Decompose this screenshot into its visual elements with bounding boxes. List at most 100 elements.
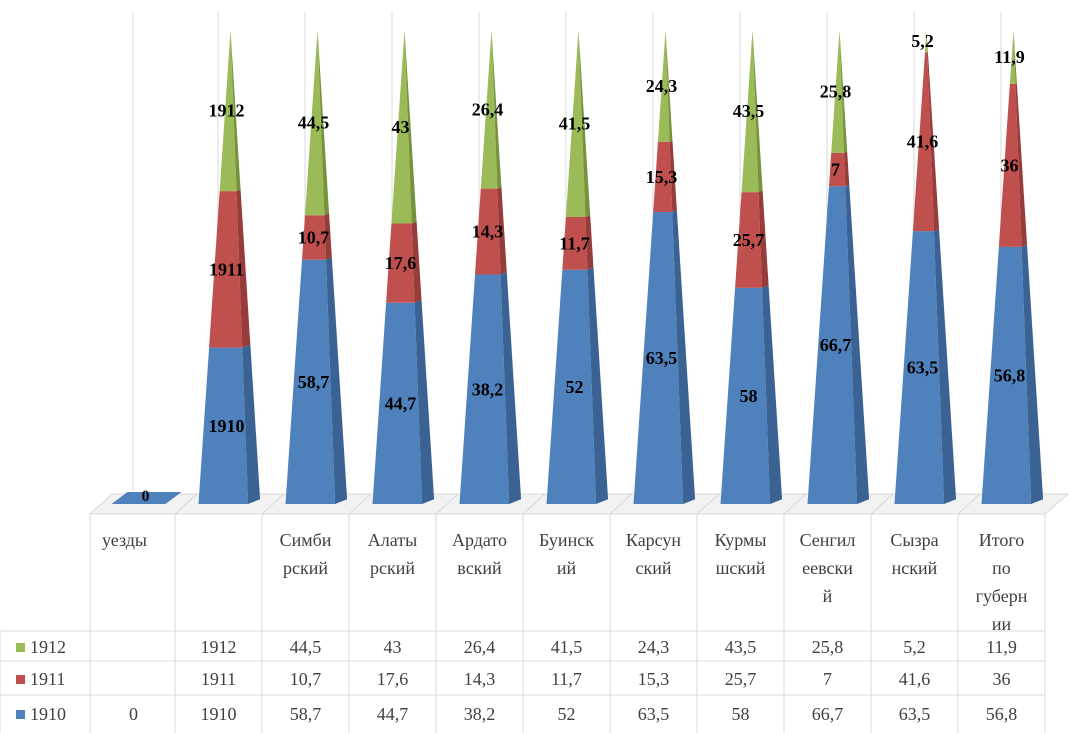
bar-side-1912-4 bbox=[491, 30, 502, 189]
bar-side-1910-7 bbox=[762, 285, 783, 504]
bar-1912-10 bbox=[1009, 30, 1016, 84]
data-label-1911-8: 7 bbox=[831, 160, 840, 180]
floor-divider bbox=[348, 493, 372, 515]
data-table-grid bbox=[0, 513, 1046, 733]
bar-side-1911-4 bbox=[497, 186, 507, 275]
bar-1911-5 bbox=[562, 216, 588, 270]
floor-divider bbox=[261, 493, 285, 515]
data-label-1912-5: 41,5 bbox=[559, 113, 591, 133]
bar-side-1912-6 bbox=[665, 30, 673, 142]
data-label-1911-10: 36 bbox=[1001, 155, 1019, 175]
bar-1911-9 bbox=[912, 52, 934, 232]
bar-side-1910-4 bbox=[500, 272, 522, 504]
bar-1910-10 bbox=[981, 246, 1032, 504]
data-label-1911-2: 10,7 bbox=[298, 227, 330, 247]
data-label-1912-7: 43,5 bbox=[733, 101, 765, 121]
bar-side-1910-1 bbox=[242, 344, 261, 504]
floor-divider bbox=[783, 493, 807, 515]
bar-1911-1 bbox=[209, 191, 243, 348]
data-label-1911-1: 1911 bbox=[209, 259, 244, 279]
bar-1912-8 bbox=[831, 30, 845, 153]
bar-1911-6 bbox=[653, 141, 673, 213]
data-label-1910-0: 0 bbox=[142, 488, 150, 505]
data-label-1910-6: 63,5 bbox=[646, 348, 678, 368]
bar-1912-2 bbox=[304, 30, 325, 216]
bar-side-1910-10 bbox=[1021, 244, 1044, 504]
pyramid-bars bbox=[111, 30, 1044, 505]
bar-side-1911-7 bbox=[758, 190, 769, 288]
data-label-1910-3: 44,7 bbox=[385, 393, 417, 413]
bar-side-1911-1 bbox=[236, 189, 251, 348]
data-label-1912-8: 25,8 bbox=[820, 81, 852, 101]
data-label-1910-4: 38,2 bbox=[472, 379, 504, 399]
data-label-1911-6: 15,3 bbox=[646, 167, 678, 187]
data-label-1910-7: 58 bbox=[740, 386, 758, 406]
data-label-1911-3: 17,6 bbox=[385, 253, 417, 273]
bar-side-1910-8 bbox=[845, 184, 870, 504]
bar-1912-4 bbox=[480, 30, 498, 189]
bar-1910-4 bbox=[459, 274, 510, 504]
bar-side-1910-3 bbox=[414, 300, 435, 504]
bar-1910-1 bbox=[198, 347, 249, 504]
data-label-1910-8: 66,7 bbox=[820, 335, 852, 355]
bar-1910-5 bbox=[546, 269, 597, 504]
data-label-1910-10: 56,8 bbox=[994, 365, 1026, 385]
bar-1910-7 bbox=[720, 287, 771, 504]
bar-side-1911-10 bbox=[1015, 83, 1028, 247]
floor-divider bbox=[957, 493, 981, 515]
bar-1911-7 bbox=[735, 192, 763, 288]
floor-divider bbox=[609, 493, 633, 515]
floor-divider bbox=[522, 493, 546, 515]
data-label-1911-5: 11,7 bbox=[559, 233, 590, 253]
floor-divider bbox=[696, 493, 720, 515]
data-label-1912-1: 1912 bbox=[209, 101, 245, 121]
bar-1911-10 bbox=[998, 83, 1022, 247]
bar-1912-7 bbox=[741, 30, 759, 193]
bar-1910-6 bbox=[633, 212, 684, 505]
bar-1910-9 bbox=[894, 231, 945, 505]
bar-side-1912-10 bbox=[1013, 30, 1017, 84]
floor-divider bbox=[870, 493, 894, 515]
bar-side-1911-8 bbox=[844, 151, 850, 187]
bar-side-1910-9 bbox=[933, 229, 957, 504]
data-label-1911-7: 25,7 bbox=[733, 230, 765, 250]
data-label-1912-6: 24,3 bbox=[646, 76, 678, 96]
bar-1912-3 bbox=[391, 30, 412, 224]
data-label-1911-9: 41,6 bbox=[907, 132, 939, 152]
bar-side-1912-9 bbox=[926, 30, 928, 53]
data-labels: 0 1910 1911 1912 58,7 10,7 44,5 44,7 17,6 43 38,2 1… bbox=[142, 31, 1026, 505]
data-label-1910-9: 63,5 bbox=[907, 358, 939, 378]
bar-1912-9 bbox=[924, 30, 928, 53]
data-label-1912-3: 43 bbox=[392, 117, 410, 137]
data-label-1910-5: 52 bbox=[566, 377, 584, 397]
bar-side-1912-3 bbox=[404, 30, 417, 224]
bar-side-1911-6 bbox=[669, 140, 677, 213]
bar-1910-8 bbox=[807, 186, 858, 504]
data-label-1912-2: 44,5 bbox=[298, 113, 330, 133]
bar-1911-3 bbox=[386, 223, 415, 303]
bar-side-1910-6 bbox=[672, 210, 696, 504]
bar-side-1911-5 bbox=[585, 215, 594, 270]
bar-side-1910-2 bbox=[326, 257, 348, 504]
floor-divider bbox=[435, 493, 459, 515]
data-label-1912-10: 11,9 bbox=[994, 47, 1025, 67]
data-label-1912-9: 5,2 bbox=[911, 31, 934, 51]
bar-1910-3 bbox=[372, 302, 423, 504]
data-label-1911-4: 14,3 bbox=[472, 222, 504, 242]
bar-1911-4 bbox=[474, 188, 501, 275]
data-label-1910-1: 1910 bbox=[209, 416, 245, 436]
bar-side-1911-9 bbox=[927, 52, 940, 232]
bar-side-1911-3 bbox=[411, 221, 422, 303]
bar-side-1912-5 bbox=[578, 30, 591, 217]
data-label-1910-2: 58,7 bbox=[298, 372, 330, 392]
bar-side-1912-7 bbox=[752, 30, 763, 193]
bar-1911-8 bbox=[828, 152, 846, 187]
bar-1910-0 bbox=[111, 492, 182, 504]
bar-1912-5 bbox=[565, 30, 586, 217]
bar-1912-6 bbox=[657, 30, 670, 142]
bar-side-1912-2 bbox=[317, 30, 330, 216]
bar-side-1912-1 bbox=[230, 30, 241, 192]
bar-side-1912-8 bbox=[839, 30, 848, 153]
bar-1911-2 bbox=[301, 215, 327, 260]
